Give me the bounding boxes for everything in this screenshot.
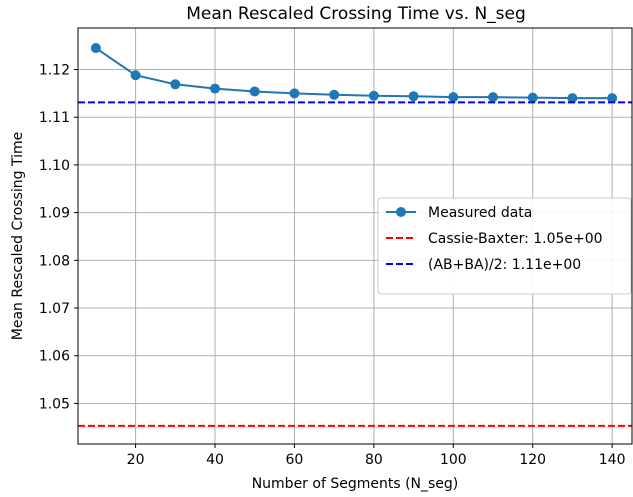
x-tick-label: 40 [206,452,224,468]
data-point [249,86,260,97]
plot-series [78,43,632,427]
y-tick-label: 1.12 [39,63,70,79]
x-tick-label: 140 [599,452,626,468]
data-point [90,43,101,54]
data-point [289,88,300,99]
x-axis-label: Number of Segments (N_seg) [252,476,459,492]
data-point [527,92,538,103]
data-point [607,93,618,104]
data-point [408,91,419,102]
data-point [448,92,459,103]
y-tick-label: 1.10 [39,158,70,174]
x-tick-label: 80 [365,452,383,468]
x-tick-label: 100 [440,452,467,468]
data-point [368,90,379,101]
series-line [95,47,613,100]
y-tick-label: 1.09 [39,206,70,222]
y-tick-label: 1.08 [39,253,70,269]
x-tick-label: 20 [127,452,145,468]
y-tick-label: 1.05 [39,396,70,412]
chart-title: Mean Rescaled Crossing Time vs. N_seg [186,4,526,24]
y-axis-label: Mean Rescaled Crossing Time [10,132,26,340]
data-point [210,83,221,94]
y-tick-label: 1.06 [39,349,70,365]
data-point [567,93,578,104]
x-tick-label: 60 [286,452,304,468]
legend-marker [396,207,406,217]
data-point [170,79,181,90]
legend: Measured data Cassie-Baxter: 1.05e+00 (AB+… [377,197,632,295]
plot-frame [77,27,633,445]
y-tick-label: 1.11 [39,110,70,126]
data-point [329,89,340,100]
x-tick-label: 120 [519,452,546,468]
y-tick-label: 1.07 [39,301,70,317]
legend-box [377,197,632,295]
data-point [488,92,499,103]
legend-entry: (AB+BA)/2: 1.11e+00 [428,257,581,273]
data-point [130,70,141,81]
legend-entry: Measured data [428,205,532,221]
legend-entry: Cassie-Baxter: 1.05e+00 [428,231,603,247]
axis-ticks: 20 40 60 80 100 120 140 1.05 1.06 1.07 1.08 1.09 1.1… [39,63,626,468]
